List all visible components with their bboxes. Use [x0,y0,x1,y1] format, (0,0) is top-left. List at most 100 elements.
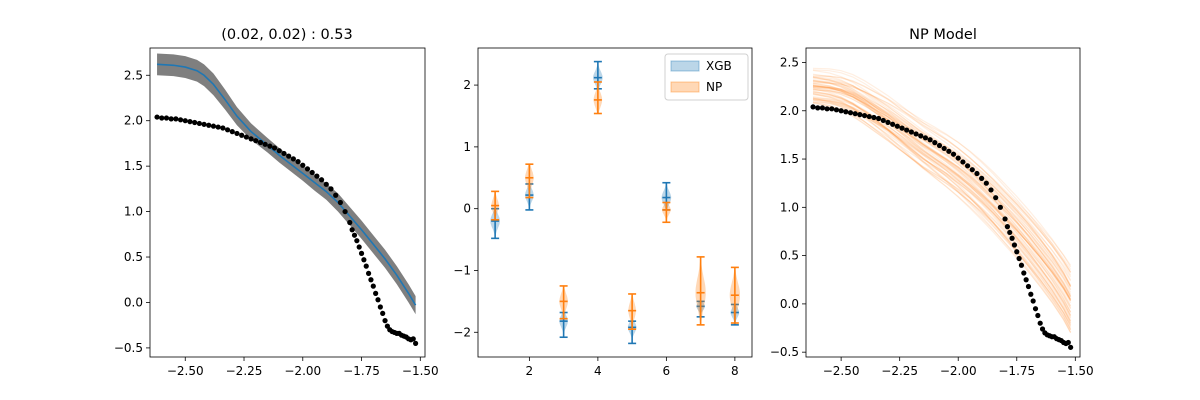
data-point [309,169,315,176]
data-point [871,114,877,121]
data-point [922,135,929,141]
data-point [1004,224,1011,230]
data-point [410,336,416,342]
y-tick-label: 0 [463,202,471,216]
x-tick-label: −2.50 [167,364,204,378]
data-point [210,123,217,129]
data-point [941,145,947,152]
data-point [257,139,264,146]
axes-frame [805,47,1081,358]
sample-line [812,76,1072,287]
y-tick-label: 0.0 [124,295,143,309]
panel-violin-comparison: 2 4 6 8 −2 −1 0 1 2 XGB NP [453,47,753,378]
data-point [229,129,235,135]
data-point [368,277,374,283]
data-point [224,127,231,133]
y-tick-label: 2.0 [780,104,799,118]
data-point [890,121,896,127]
data-point [358,250,365,256]
data-point [196,120,202,127]
data-point [412,340,419,346]
x-tick-label: −2.25 [881,364,918,378]
y-tick-label: 1.5 [780,152,799,166]
data-point [215,124,221,130]
x-tick-label: −2.00 [940,364,977,378]
sample-line [812,101,1072,324]
data-point [253,138,259,144]
sample-line [812,87,1072,307]
data-point [163,115,170,121]
data-point [177,117,184,123]
sample-line [812,69,1072,273]
data-point [201,121,207,127]
data-point [1002,216,1008,222]
data-point [234,130,240,137]
data-point [983,180,989,186]
axes-frame [477,47,753,358]
legend-label-np: NP [706,80,722,94]
sample-line [812,97,1072,313]
sample-line [812,102,1072,322]
data-point [342,208,348,215]
sample-line [812,90,1072,313]
data-point [894,123,900,129]
data-point [1028,291,1034,297]
y-tick-label: −2 [453,325,471,339]
data-point [154,114,160,120]
sample-line [812,69,1072,276]
data-point [1037,320,1043,326]
data-point [248,136,254,142]
data-point [815,105,821,111]
sample-line [812,86,1072,301]
plot-area: −2.50 −2.25 −2.00 −1.75 −1.50 −0.5 0.0 0.5 1.0 1.… [114,47,439,378]
data-point [333,192,339,198]
x-tick-label: 8 [731,364,739,378]
data-point [1007,229,1013,236]
x-tick-label: −2.50 [823,364,860,378]
data-point [899,125,905,131]
y-tick-label: 2 [463,78,471,92]
data-point [380,310,386,316]
data-point [927,137,933,143]
data-point [974,170,980,177]
sample-line [812,85,1072,302]
data-point [370,283,376,289]
sample-line [812,101,1072,318]
data-point [936,142,943,149]
y-tick-label: 2.5 [124,68,143,82]
data-point [239,132,245,138]
sample-line [812,67,1072,270]
data-point [857,112,863,118]
data-point [1068,344,1074,350]
y-tick-label: 1.5 [124,159,143,173]
sample-line [812,80,1072,282]
y-tick-label: 0.5 [124,250,143,264]
data-point [880,117,886,124]
data-point [1030,298,1036,304]
data-point [955,155,961,161]
data-point [819,105,825,111]
data-point [908,129,914,135]
data-point [1032,306,1039,312]
data-point [1065,339,1071,346]
data-point [373,290,379,296]
data-point [304,166,311,172]
sample-line [812,84,1072,300]
data-point [300,162,306,168]
data-point [904,127,910,133]
sample-line [812,94,1072,301]
data-point [1009,235,1015,241]
y-tick-label: 0.5 [780,249,799,263]
data-point [347,219,353,226]
data-point [997,204,1003,210]
legend-label-xgb: XGB [706,59,732,73]
sample-line [812,83,1072,300]
data-point [276,148,282,154]
sample-line [812,74,1072,274]
data-point [314,173,320,179]
data-point [377,304,383,310]
x-tick-label: −2.00 [284,364,321,378]
data-point [271,145,278,151]
sample-line [812,93,1072,331]
data-point [187,119,193,125]
